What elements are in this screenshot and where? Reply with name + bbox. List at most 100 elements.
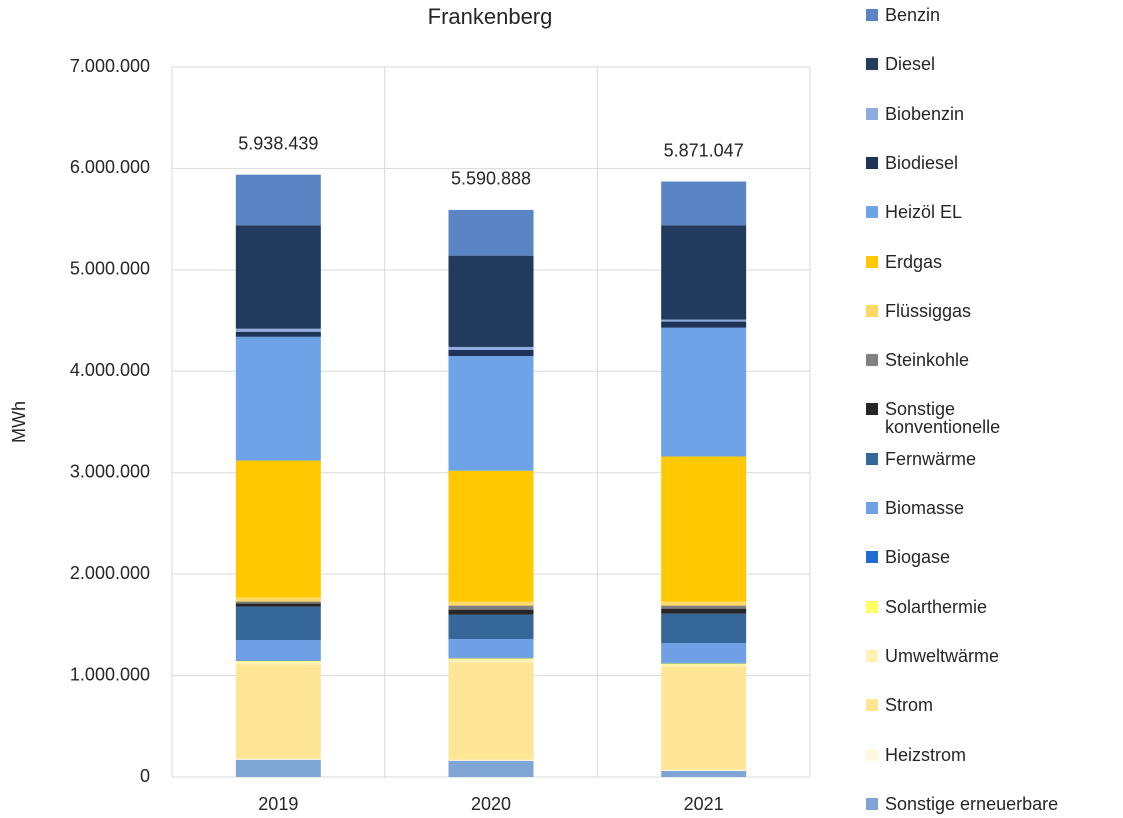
legend-swatch (866, 699, 878, 712)
bar-segment (448, 662, 534, 760)
bar-segment (235, 759, 321, 777)
legend-swatch (866, 58, 878, 71)
bar-segment (661, 225, 747, 320)
bar-segment (448, 760, 534, 777)
total-label: 5.590.888 (451, 169, 531, 189)
bar-segment (661, 327, 747, 457)
legend-item: Heizöl EL (866, 203, 1065, 221)
legend-item: Biomasse (866, 499, 1065, 517)
bar-segment (448, 659, 534, 663)
legend-label: Heizstrom (885, 744, 967, 765)
bar-segment (235, 603, 321, 607)
bar-segment (448, 356, 534, 471)
bar-segment (448, 639, 534, 658)
bar-segment (661, 181, 747, 226)
bar-segment (661, 613, 747, 644)
legend-item: Fernwärme (866, 450, 1065, 468)
legend-swatch (866, 551, 878, 564)
y-tick-label: 1.000.000 (70, 664, 150, 684)
legend-swatch (866, 304, 878, 317)
legend-item: Heizstrom (866, 746, 1065, 764)
legend-label: Fernwärme (885, 448, 977, 469)
bar-segment (661, 643, 747, 663)
legend-item: Strom (866, 696, 1065, 714)
legend-label: Benzin (885, 5, 941, 25)
bar-segment (661, 666, 747, 770)
bar-segment (235, 336, 321, 461)
bar-segment (235, 597, 321, 602)
x-tick-label: 2020 (471, 794, 511, 814)
legend-swatch (866, 107, 878, 120)
legend-item: Erdgas (866, 253, 1065, 271)
legend-item: Flüssiggas (866, 302, 1065, 320)
bar-segment (661, 601, 747, 606)
legend-item: Sonstige erneuerbare (866, 795, 1065, 813)
legend-item: Steinkohle (866, 351, 1065, 369)
legend-swatch (866, 354, 878, 367)
legend-item: Diesel (866, 55, 1065, 73)
legend-label: Strom (885, 695, 934, 716)
legend-label: Steinkohle (885, 350, 970, 371)
y-tick-label: 4.000.000 (70, 360, 150, 380)
bar-segment (235, 174, 321, 226)
legend-item: Sonstige konventionelle (866, 400, 1065, 436)
bar-segment (448, 349, 534, 357)
bar-segment (235, 660, 321, 661)
y-tick-label: 6.000.000 (70, 157, 150, 177)
bar-segment (661, 664, 747, 667)
bar-segment (661, 456, 747, 602)
bar-segment (235, 661, 321, 665)
bar-segment (235, 606, 321, 641)
x-tick-label: 2019 (258, 794, 298, 814)
legend-label: Biobenzin (885, 103, 965, 124)
bar-segment (448, 605, 534, 610)
bar-segment (448, 255, 534, 347)
legend-item: Benzin (866, 6, 1065, 24)
legend-label: Sonstige erneuerbare (885, 793, 1059, 814)
legend-swatch (866, 206, 878, 219)
legend-label: Biodiesel (885, 152, 959, 173)
bar-segment (661, 769, 747, 771)
legend-label: Solarthermie (885, 596, 988, 617)
legend-item: Umweltwärme (866, 647, 1065, 665)
legend-label: Heizöl EL (885, 202, 963, 223)
bar-segment (661, 608, 747, 614)
total-label: 5.871.047 (664, 140, 744, 160)
bar-segment (235, 758, 321, 760)
chart: Frankenberg MWh 0 1.000.000 2.000.000 3.000… (9, 4, 811, 814)
y-axis-label: MWh (9, 401, 29, 443)
legend-swatch (866, 797, 878, 810)
bar-segment (235, 331, 321, 337)
y-tick-label: 0 (140, 766, 150, 786)
bar-segment (448, 346, 534, 350)
bar-segment (661, 319, 747, 322)
y-tick-label: 3.000.000 (70, 461, 150, 481)
bar-segment (661, 662, 747, 664)
legend-label: Biomasse (885, 498, 965, 518)
bar-segment (661, 321, 747, 328)
y-tick-label: 2.000.000 (70, 563, 150, 583)
bar-segment (448, 609, 534, 615)
bar-segment (661, 770, 747, 777)
legend-label: Erdgas (885, 251, 943, 272)
bar-segment (235, 660, 321, 662)
legend-label: Flüssiggas (885, 300, 972, 321)
legend-swatch (866, 502, 878, 514)
bar-segment (448, 470, 534, 602)
legend-item: Biobenzin (866, 105, 1065, 123)
bar-segment (235, 640, 321, 661)
legend-swatch (866, 9, 878, 21)
bar-segment (448, 601, 534, 606)
legend-label: Umweltwärme (885, 645, 1000, 666)
bar-segment (235, 460, 321, 598)
bar-segment (448, 759, 534, 761)
chart-title: Frankenberg (428, 4, 553, 29)
bar-segment (448, 209, 534, 256)
legend-label: Sonstige konventionelle (885, 399, 1001, 438)
bar-segment (235, 328, 321, 332)
legend-swatch (866, 649, 878, 662)
bar-segment (235, 601, 321, 604)
bar-segment (448, 614, 534, 640)
legend-swatch (866, 452, 878, 465)
